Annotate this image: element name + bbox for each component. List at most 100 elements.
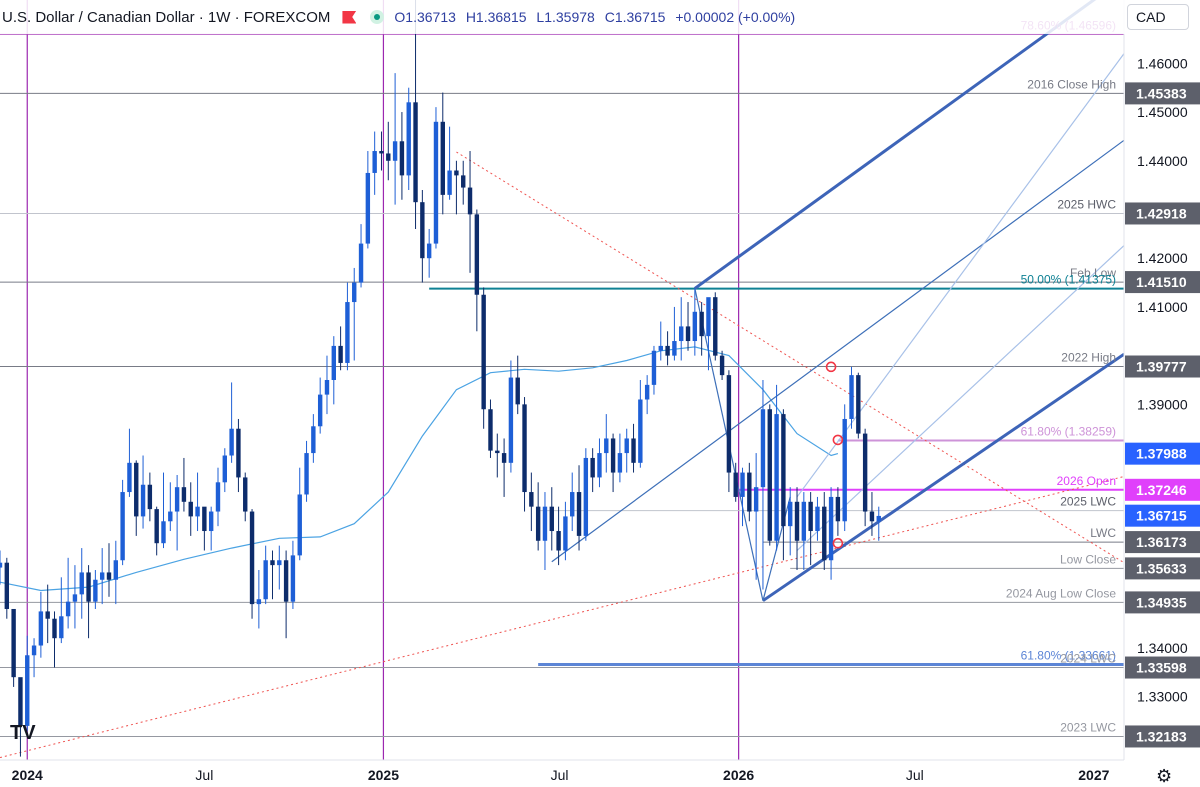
level-label: 2025 LWC	[1060, 495, 1116, 509]
y-tick-label: 1.39000	[1137, 396, 1188, 412]
high-value: H1.36815	[465, 9, 527, 25]
candle-body	[106, 572, 112, 580]
candle-body	[25, 655, 30, 726]
candle-body	[638, 399, 643, 463]
y-tick-label: 1.34000	[1137, 640, 1188, 656]
price-label-text: 1.35633	[1136, 560, 1187, 576]
candle-body	[467, 187, 473, 215]
candle-body	[719, 355, 725, 376]
candle-body	[168, 511, 173, 522]
level-label: 2022 High	[1061, 351, 1116, 365]
candle-body	[699, 311, 704, 337]
tradingview-logo[interactable]: TV	[10, 722, 36, 744]
price-label-text: 1.32183	[1136, 728, 1187, 744]
candle-body	[760, 409, 766, 488]
candle-body	[869, 511, 875, 522]
price-label-box	[1125, 478, 1200, 501]
level-label: 2025 HWC	[1057, 197, 1116, 211]
level-label: 2024 Aug Low Close	[1006, 586, 1116, 600]
candle-body	[236, 428, 241, 478]
candle-body	[174, 487, 180, 512]
candle-body	[127, 462, 132, 493]
x-tick-label: Jul	[195, 767, 213, 783]
candle-body	[726, 375, 732, 473]
candle-body	[849, 375, 854, 419]
candle-body	[426, 243, 432, 259]
candle-body	[72, 594, 78, 602]
candle-body	[583, 457, 589, 536]
candle-body	[781, 414, 786, 527]
x-tick-label: 2024	[12, 767, 43, 783]
price-label-text: 1.45383	[1136, 85, 1187, 101]
candle-body	[788, 501, 793, 527]
candle-body	[610, 438, 616, 473]
candle-body	[263, 560, 268, 600]
settings-gear-icon[interactable]: ⚙	[1156, 766, 1173, 786]
candle-body	[774, 414, 779, 541]
candle-body	[229, 428, 234, 456]
candle-body	[297, 494, 302, 556]
candle-body	[794, 501, 800, 541]
price-label-box	[1125, 591, 1200, 614]
candle-body	[311, 426, 316, 454]
level-label: 2024 LWC	[1060, 652, 1116, 666]
candle-body	[801, 501, 807, 541]
candle-body	[747, 472, 752, 512]
y-tick-label: 1.46000	[1137, 55, 1188, 71]
candle-body	[672, 341, 677, 356]
candle-body	[0, 562, 3, 568]
x-tick-label: 2025	[368, 767, 399, 783]
symbol-title[interactable]: U.S. Dollar / Canadian Dollar · 1W · FOR…	[2, 8, 331, 26]
price-label-box	[1125, 557, 1200, 580]
trendline	[0, 475, 1124, 759]
price-label-text: 1.41510	[1136, 274, 1187, 290]
candle-body	[365, 172, 371, 244]
candle-body	[38, 611, 44, 646]
price-label-box	[1125, 355, 1200, 378]
ohlc-readout: O1.36713 H1.36815 L1.35978 C1.36715 +0.0…	[394, 9, 801, 25]
currency-selector[interactable]: CAD	[1127, 4, 1189, 30]
x-tick-label: 2027	[1078, 767, 1109, 783]
candle-body	[4, 562, 10, 609]
y-tick-label: 1.45000	[1137, 104, 1188, 120]
candle-body	[461, 175, 466, 188]
candle-body	[52, 618, 57, 639]
candle-body	[488, 409, 493, 451]
price-label-box	[1125, 271, 1200, 294]
candle-body	[706, 297, 711, 337]
candle-body	[331, 345, 336, 380]
price-axis-bg	[1124, 0, 1200, 787]
pivot-marker	[832, 537, 844, 549]
candle-body	[304, 453, 309, 495]
pivot-marker	[832, 434, 844, 446]
candle-body	[399, 141, 405, 176]
candle-body	[815, 506, 820, 532]
candle-body	[549, 506, 554, 532]
candle-body	[835, 496, 841, 522]
market-status-icon	[370, 10, 385, 24]
close-value: C1.36715	[604, 9, 666, 25]
candle-body	[515, 377, 520, 405]
price-label-text: 1.36173	[1136, 534, 1187, 550]
level-label: Feb Low	[1070, 266, 1116, 280]
level-label: 2016 Close High	[1027, 77, 1116, 91]
candle-body	[576, 492, 582, 536]
candle-body	[495, 450, 500, 454]
candle-body	[65, 601, 71, 617]
low-value: L1.35978	[536, 9, 595, 25]
flag-icon[interactable]	[342, 10, 357, 24]
candle-body	[767, 409, 772, 541]
candle-body	[522, 404, 527, 493]
candle-body	[631, 438, 636, 463]
plot-area: 2016 High78.60% (1.46596)2016 Close High…	[0, 0, 1124, 760]
candle-body	[195, 506, 200, 517]
candle-body	[685, 326, 691, 342]
level-label: 61.80% (1.38259)	[1021, 424, 1116, 438]
candle-body	[147, 484, 153, 510]
price-label-box	[1125, 656, 1200, 679]
price-label-box	[1125, 531, 1200, 554]
candle-body	[358, 243, 364, 283]
candle-body	[481, 294, 486, 410]
